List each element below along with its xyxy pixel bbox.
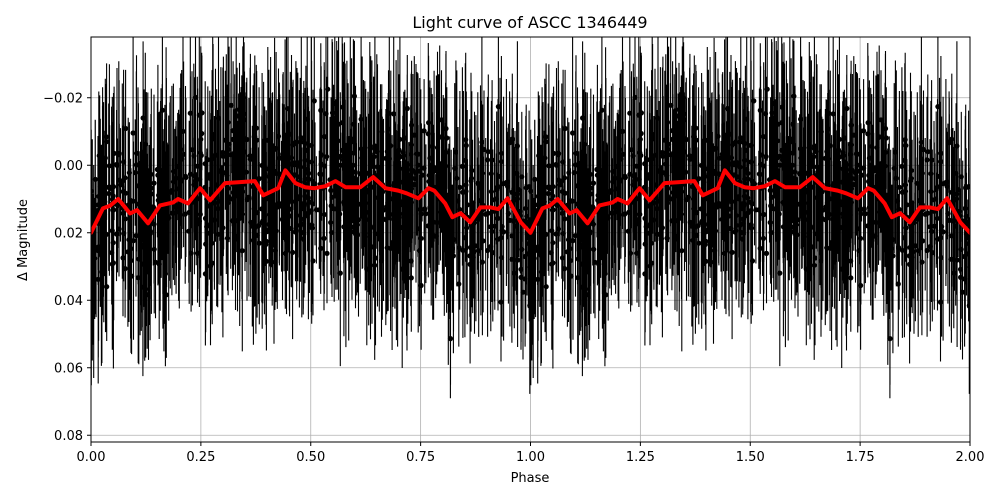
y-tick-label: 0.02 [54, 226, 83, 241]
binned-curve-line [91, 168, 970, 235]
x-tick-label: 1.50 [736, 450, 765, 465]
x-tick-label: 2.00 [956, 450, 985, 465]
y-tick-label: 0.08 [54, 429, 83, 444]
x-tick-label: 0.00 [77, 450, 106, 465]
x-tick-label: 0.50 [296, 450, 325, 465]
y-tick-label: 0.00 [54, 159, 83, 174]
x-tick-label: 0.75 [406, 450, 435, 465]
y-axis-label: Δ Magnitude [16, 199, 31, 281]
x-tick-label: 0.25 [186, 450, 215, 465]
x-tick-label: 1.25 [626, 450, 655, 465]
x-axis-label: Phase [511, 471, 550, 486]
x-axis-ticks: 0.00 0.25 0.50 0.75 1.00 1.25 1.50 1.75 2.00 [77, 442, 985, 465]
x-tick-label: 1.75 [846, 450, 875, 465]
chart-title: Light curve of ASCC 1346449 [412, 13, 647, 32]
y-axis-ticks: −0.02 0.00 0.02 0.04 0.06 0.08 [43, 91, 91, 444]
y-tick-label: 0.04 [54, 294, 83, 309]
y-tick-label: −0.02 [43, 91, 83, 106]
binned-curve [91, 168, 970, 235]
x-tick-label: 1.00 [516, 450, 545, 465]
y-tick-label: 0.06 [54, 361, 83, 376]
